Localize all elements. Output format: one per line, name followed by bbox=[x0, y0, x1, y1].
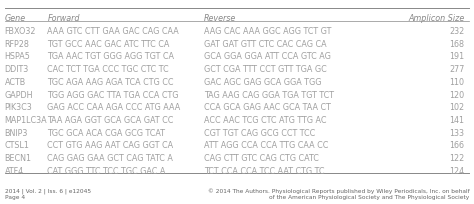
Text: MAP1LC3A: MAP1LC3A bbox=[5, 115, 47, 124]
Text: 168: 168 bbox=[449, 40, 465, 49]
Text: GAG ACC CAA AGA CCC ATG AAA: GAG ACC CAA AGA CCC ATG AAA bbox=[47, 103, 181, 112]
Text: Amplicon Size: Amplicon Size bbox=[408, 14, 465, 23]
Text: 122: 122 bbox=[449, 153, 465, 162]
Text: GCA GGA GGA ATT CCA GTC AG: GCA GGA GGA ATT CCA GTC AG bbox=[204, 52, 331, 61]
Text: TGC AGA AAG AGA TCA CTG CC: TGC AGA AAG AGA TCA CTG CC bbox=[47, 78, 174, 86]
Text: 232: 232 bbox=[449, 27, 465, 36]
Text: GAPDH: GAPDH bbox=[5, 90, 33, 99]
Text: TGG AGG GAC TTA TGA CCA CTG: TGG AGG GAC TTA TGA CCA CTG bbox=[47, 90, 179, 99]
Text: TAG AAG CAG GGA TGA TGT TCT: TAG AAG CAG GGA TGA TGT TCT bbox=[204, 90, 334, 99]
Text: CAG GAG GAA GCT CAG TATC A: CAG GAG GAA GCT CAG TATC A bbox=[47, 153, 173, 162]
Text: TGA AAC TGT GGG AGG TGT CA: TGA AAC TGT GGG AGG TGT CA bbox=[47, 52, 174, 61]
Text: 102: 102 bbox=[449, 103, 465, 112]
Text: PIK3C3: PIK3C3 bbox=[5, 103, 33, 112]
Text: CGT TGT CAG GCG CCT TCC: CGT TGT CAG GCG CCT TCC bbox=[204, 128, 315, 137]
Text: CAC TCT TGA CCC TGC CTC TC: CAC TCT TGA CCC TGC CTC TC bbox=[47, 65, 169, 74]
Text: HSPA5: HSPA5 bbox=[5, 52, 31, 61]
Text: CCT GTG AAG AAT CAG GGT CA: CCT GTG AAG AAT CAG GGT CA bbox=[47, 141, 173, 150]
Text: CAG CTT GTC CAG CTG CATC: CAG CTT GTC CAG CTG CATC bbox=[204, 153, 319, 162]
Text: GCT CGA TTT CCT GTT TGA GC: GCT CGA TTT CCT GTT TGA GC bbox=[204, 65, 327, 74]
Text: BNIP3: BNIP3 bbox=[5, 128, 28, 137]
Text: FBXO32: FBXO32 bbox=[5, 27, 36, 36]
Text: BECN1: BECN1 bbox=[5, 153, 32, 162]
Text: 191: 191 bbox=[449, 52, 465, 61]
Text: AAA GTC CTT GAA GAC CAG CAA: AAA GTC CTT GAA GAC CAG CAA bbox=[47, 27, 179, 36]
Text: DDIT3: DDIT3 bbox=[5, 65, 29, 74]
Text: 277: 277 bbox=[449, 65, 465, 74]
Text: GAT GAT GTT CTC CAC CAG CA: GAT GAT GTT CTC CAC CAG CA bbox=[204, 40, 327, 49]
Text: 141: 141 bbox=[449, 115, 465, 124]
Text: CAT GGG TTC TCC TGC GAC A: CAT GGG TTC TCC TGC GAC A bbox=[47, 166, 166, 175]
Text: TGC GCA ACA CGA GCG TCAT: TGC GCA ACA CGA GCG TCAT bbox=[47, 128, 165, 137]
Text: 2014 | Vol. 2 | Iss. 6 | e12045
Page 4: 2014 | Vol. 2 | Iss. 6 | e12045 Page 4 bbox=[5, 188, 91, 199]
Text: Forward: Forward bbox=[47, 14, 80, 23]
Text: CCA GCA GAG AAC GCA TAA CT: CCA GCA GAG AAC GCA TAA CT bbox=[204, 103, 331, 112]
Text: GAC AGC GAG GCA GGA TGG: GAC AGC GAG GCA GGA TGG bbox=[204, 78, 321, 86]
Text: Reverse: Reverse bbox=[204, 14, 236, 23]
Text: ATT AGG CCA CCA TTG CAA CC: ATT AGG CCA CCA TTG CAA CC bbox=[204, 141, 328, 150]
Text: © 2014 The Authors. Physiological Reports published by Wiley Periodicals, Inc. o: © 2014 The Authors. Physiological Report… bbox=[208, 188, 469, 199]
Text: TAA AGA GGT GCA GCA GAT CC: TAA AGA GGT GCA GCA GAT CC bbox=[47, 115, 174, 124]
Text: Gene: Gene bbox=[5, 14, 26, 23]
Text: 124: 124 bbox=[449, 166, 465, 175]
Text: ATF4: ATF4 bbox=[5, 166, 24, 175]
Text: CTSL1: CTSL1 bbox=[5, 141, 29, 150]
Text: 133: 133 bbox=[449, 128, 465, 137]
Text: 120: 120 bbox=[449, 90, 465, 99]
Text: RFP28: RFP28 bbox=[5, 40, 29, 49]
Text: TCT CCA CCA TCC AAT CTG TC: TCT CCA CCA TCC AAT CTG TC bbox=[204, 166, 324, 175]
Text: AAG CAC AAA GGC AGG TCT GT: AAG CAC AAA GGC AGG TCT GT bbox=[204, 27, 331, 36]
Text: TGT GCC AAC GAC ATC TTC CA: TGT GCC AAC GAC ATC TTC CA bbox=[47, 40, 170, 49]
Text: 110: 110 bbox=[449, 78, 465, 86]
Text: 166: 166 bbox=[449, 141, 465, 150]
Text: ACTB: ACTB bbox=[5, 78, 26, 86]
Text: ACC AAC TCG CTC ATG TTG AC: ACC AAC TCG CTC ATG TTG AC bbox=[204, 115, 326, 124]
